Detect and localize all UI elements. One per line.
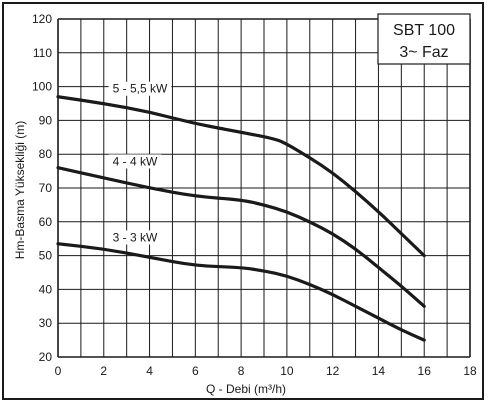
x-tick-label: 0 xyxy=(55,364,62,378)
series-label: 3 - 3 kW xyxy=(113,230,158,244)
x-tick-label: 14 xyxy=(372,364,386,378)
series-lines: 5 - 5,5 kW 4 - 4 kW 3 - 3 kW xyxy=(56,81,426,342)
x-tick-label: 4 xyxy=(146,364,153,378)
series-label-bg xyxy=(108,81,172,96)
x-tick-label: 10 xyxy=(280,364,294,378)
x-tick-label: 18 xyxy=(463,364,477,378)
y-tick-label: 30 xyxy=(39,316,53,330)
y-tick-label: 50 xyxy=(39,249,53,263)
y-tick-label: 110 xyxy=(33,46,52,60)
info-box-line2: 3~ Faz xyxy=(399,44,448,61)
y-tick-label: 90 xyxy=(39,113,53,127)
y-tick-label: 70 xyxy=(39,181,53,195)
grid xyxy=(57,18,471,358)
y-tick-label: 80 xyxy=(39,147,53,161)
y-tick-label: 20 xyxy=(39,350,53,364)
x-tick-label: 8 xyxy=(238,364,245,378)
x-tick-label: 12 xyxy=(326,364,340,378)
series-line xyxy=(56,242,426,342)
y-tick-labels: 20 30 40 50 60 70 80 90 100 110 120 xyxy=(32,12,52,364)
x-axis-label: Q - Debi (m³/h) xyxy=(206,382,286,396)
x-tick-label: 6 xyxy=(192,364,199,378)
x-tick-label: 16 xyxy=(418,364,432,378)
series-label-bg xyxy=(108,154,162,169)
y-tick-label: 60 xyxy=(39,215,53,229)
x-tick-labels: 0 2 4 6 8 10 12 14 16 18 xyxy=(55,364,477,378)
series-label-bg xyxy=(108,230,162,245)
series-line xyxy=(56,95,426,258)
x-tick-label: 2 xyxy=(100,364,107,378)
y-tick-label: 120 xyxy=(32,12,52,26)
series-line xyxy=(56,166,426,308)
info-box-line1: SBT 100 xyxy=(393,22,455,39)
info-box xyxy=(377,13,471,65)
y-tick-label: 100 xyxy=(32,80,52,94)
series-label: 4 - 4 kW xyxy=(113,154,158,168)
y-axis-label: Hm-Basma Yüksekliği (m) xyxy=(13,121,27,259)
y-tick-label: 40 xyxy=(39,282,53,296)
chart-frame xyxy=(2,2,484,400)
series-label: 5 - 5,5 kW xyxy=(113,82,168,96)
